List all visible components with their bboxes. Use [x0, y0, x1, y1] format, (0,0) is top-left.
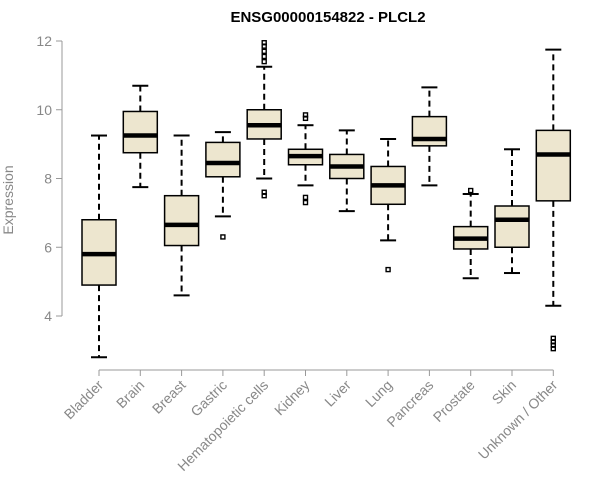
x-tick-label: Skin: [489, 377, 520, 408]
iqr-box: [122, 110, 159, 154]
x-tick-label: Brain: [113, 377, 147, 411]
outlier-point: [550, 335, 556, 342]
iqr-box: [205, 141, 241, 178]
iqr-box: [163, 194, 200, 247]
iqr-box: [411, 115, 448, 147]
outlier-point: [261, 40, 267, 46]
box-prostate: [452, 187, 489, 280]
box-brain: [122, 84, 159, 189]
outlier-point: [468, 187, 474, 194]
outlier-point: [302, 112, 309, 118]
outlier-point: [220, 234, 226, 240]
y-tick-label: 8: [44, 171, 52, 187]
outlier-point: [261, 189, 267, 195]
y-axis-label: Expression: [0, 165, 16, 234]
y-tick-label: 12: [36, 33, 52, 49]
box-breast: [163, 134, 200, 297]
outlier-point: [261, 53, 267, 60]
x-tick-label: Prostate: [430, 377, 478, 425]
iqr-box: [535, 129, 572, 202]
box-kidney: [287, 112, 324, 206]
box-skin: [494, 148, 530, 275]
outlier-point: [385, 266, 391, 273]
outlier-point: [261, 48, 267, 55]
outlier-point: [302, 194, 309, 201]
y-axis: 4 6 8 10 12: [36, 33, 63, 324]
box-gastric: [205, 131, 241, 240]
chart-title: ENSG00000154822 - PLCL2: [230, 9, 425, 26]
box-bladder: [81, 134, 117, 359]
outlier-point: [261, 58, 267, 65]
outlier-point: [302, 199, 309, 206]
boxes-group: [81, 40, 572, 359]
box-lung: [370, 137, 406, 273]
box-hematopoietic-cells: [246, 40, 282, 199]
box-unknown-other: [535, 48, 572, 352]
box-liver: [329, 129, 365, 213]
y-tick-label: 4: [44, 308, 52, 324]
iqr-box: [494, 205, 530, 248]
box-pancreas: [411, 86, 448, 187]
x-tick-label: Lung: [362, 377, 395, 410]
x-tick-label: Bladder: [61, 377, 107, 423]
y-tick-label: 6: [44, 239, 52, 255]
y-tick-label: 10: [36, 102, 52, 118]
x-tick-label: Kidney: [271, 377, 313, 419]
x-tick-label: Liver: [321, 377, 354, 410]
x-tick-label: Breast: [149, 377, 189, 417]
